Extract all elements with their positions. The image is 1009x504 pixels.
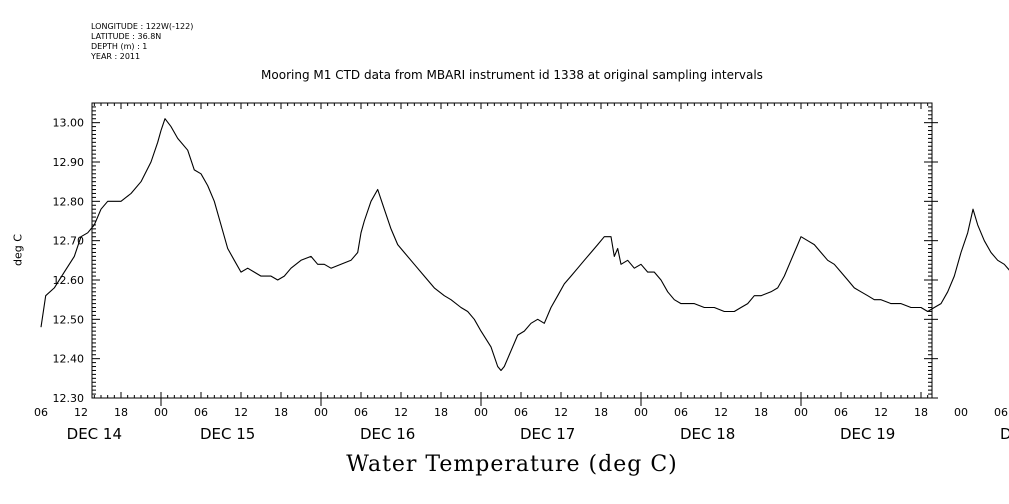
chart-title: Mooring M1 CTD data from MBARI instrumen… — [0, 68, 1009, 82]
x-day-label: DEC 18 — [680, 425, 735, 443]
x-hour-label: 18 — [594, 406, 608, 419]
x-hour-label: 06 — [354, 406, 368, 419]
x-day-label: DEC 15 — [200, 425, 255, 443]
x-hour-label: 06 — [834, 406, 848, 419]
axes-layer — [91, 102, 933, 399]
tick-labels-layer: 12.30 12.40 12.50 12.60 12.70 12.80 12.90 13.00… — [34, 117, 1009, 443]
x-hour-label: 18 — [274, 406, 288, 419]
y-tick-label: 12.70 — [53, 235, 85, 248]
y-tick-label: 12.80 — [53, 195, 85, 208]
y-tick-label: 13.00 — [53, 117, 85, 130]
x-hour-label: 06 — [994, 406, 1008, 419]
x-hour-label: 00 — [314, 406, 328, 419]
y-tick-label: 12.40 — [53, 353, 85, 366]
x-hour-label: 00 — [154, 406, 168, 419]
x-hour-label: 18 — [914, 406, 928, 419]
y-tick-label: 12.50 — [53, 313, 85, 326]
metadata-latitude: LATITUDE : 36.8N — [91, 32, 162, 41]
x-hour-label: 06 — [34, 406, 48, 419]
metadata-longitude: LONGITUDE : 122W(-122) — [91, 22, 194, 31]
y-tick-label: 12.30 — [53, 392, 85, 405]
x-hour-label: 12 — [714, 406, 728, 419]
y-tick-label: 12.90 — [53, 156, 85, 169]
metadata-depth: DEPTH (m) : 1 — [91, 42, 148, 51]
metadata-header: LONGITUDE : 122W(-122) LATITUDE : 36.8N … — [91, 22, 193, 62]
plot-frame — [91, 102, 933, 399]
chart-title-text: Mooring M1 CTD data from MBARI instrumen… — [261, 68, 763, 82]
x-hour-label: 12 — [394, 406, 408, 419]
metadata-year: YEAR : 2011 — [91, 52, 141, 61]
x-day-label: DEC 20 — [1000, 425, 1009, 443]
x-hour-label: 06 — [514, 406, 528, 419]
x-hour-label: 12 — [234, 406, 248, 419]
y-tick-label: 12.60 — [53, 274, 85, 287]
series-layer — [40, 118, 1009, 372]
x-hour-label: 18 — [114, 406, 128, 419]
x-hour-label: 12 — [74, 406, 88, 419]
x-hour-label: 06 — [194, 406, 208, 419]
x-hour-label: 00 — [794, 406, 808, 419]
x-axis-label: Water Temperature (deg C) — [346, 452, 678, 477]
x-hour-label: 12 — [874, 406, 888, 419]
x-hour-label: 00 — [954, 406, 968, 419]
x-day-label: DEC 14 — [67, 425, 122, 443]
ticks-layer — [92, 102, 938, 406]
x-hour-label: 00 — [474, 406, 488, 419]
series-line — [40, 118, 1009, 372]
x-day-label: DEC 17 — [520, 425, 575, 443]
x-day-label: DEC 19 — [840, 425, 895, 443]
x-hour-label: 00 — [634, 406, 648, 419]
x-day-label: DEC 16 — [360, 425, 415, 443]
x-hour-label: 06 — [674, 406, 688, 419]
x-hour-label: 12 — [554, 406, 568, 419]
x-hour-label: 18 — [434, 406, 448, 419]
x-hour-label: 18 — [754, 406, 768, 419]
